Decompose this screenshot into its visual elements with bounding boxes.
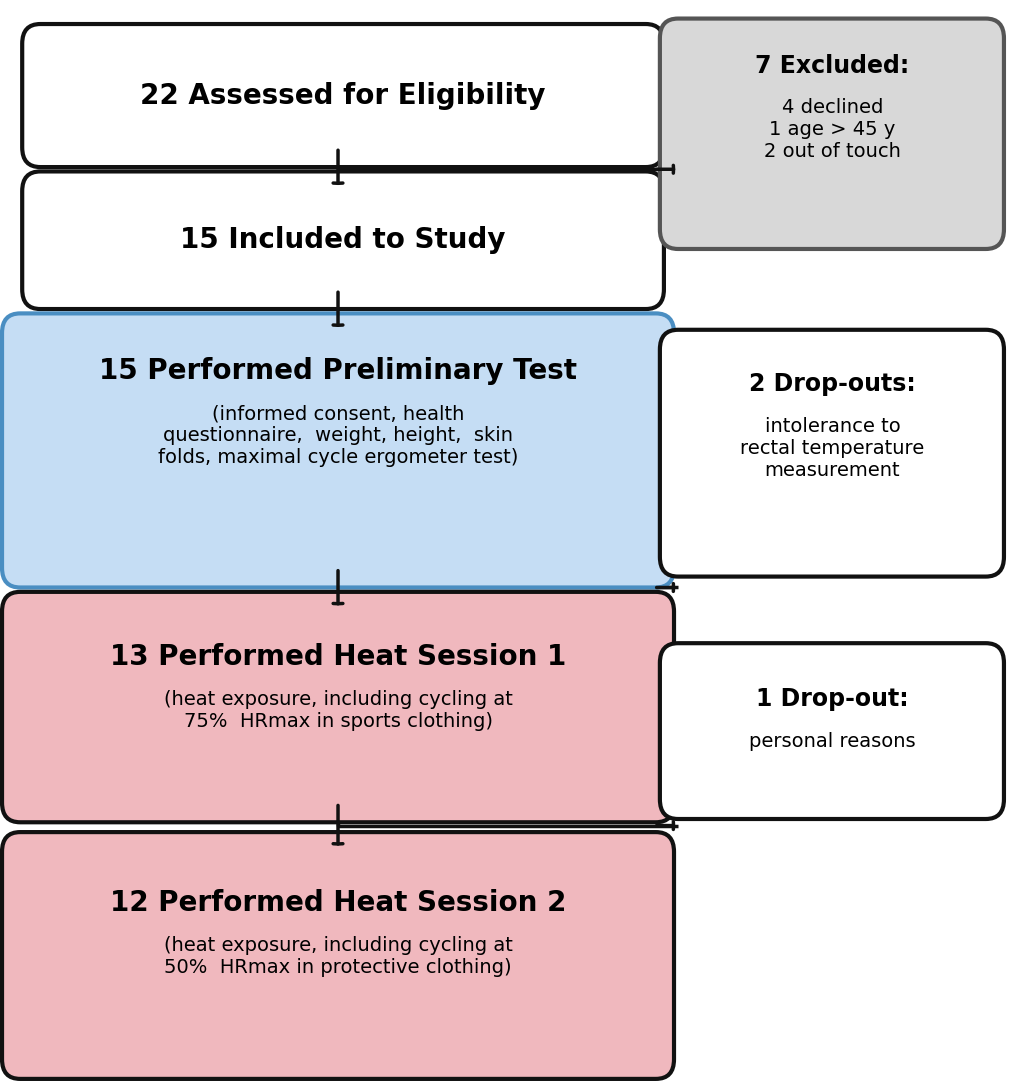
Text: 1 Drop-out:: 1 Drop-out: (756, 687, 909, 711)
Text: (informed consent, health
questionnaire,  weight, height,  skin
folds, maximal c: (informed consent, health questionnaire,… (157, 404, 519, 467)
Text: 15 Performed Preliminary Test: 15 Performed Preliminary Test (99, 357, 577, 385)
FancyBboxPatch shape (660, 643, 1004, 819)
FancyBboxPatch shape (2, 313, 674, 587)
Text: (heat exposure, including cycling at
75%  HRmax in sports clothing): (heat exposure, including cycling at 75%… (163, 690, 513, 732)
Text: personal reasons: personal reasons (749, 732, 916, 750)
FancyBboxPatch shape (22, 171, 664, 309)
FancyBboxPatch shape (660, 330, 1004, 577)
Text: 13 Performed Heat Session 1: 13 Performed Heat Session 1 (110, 643, 566, 672)
FancyBboxPatch shape (22, 24, 664, 167)
Text: (heat exposure, including cycling at
50%  HRmax in protective clothing): (heat exposure, including cycling at 50%… (163, 936, 513, 977)
Text: 15 Included to Study: 15 Included to Study (181, 226, 506, 254)
Text: 22 Assessed for Eligibility: 22 Assessed for Eligibility (140, 82, 546, 110)
FancyBboxPatch shape (2, 592, 674, 822)
Text: 2 Drop-outs:: 2 Drop-outs: (749, 372, 916, 396)
Text: 4 declined
1 age > 45 y
2 out of touch: 4 declined 1 age > 45 y 2 out of touch (764, 98, 901, 162)
Text: 7 Excluded:: 7 Excluded: (756, 54, 909, 78)
Text: intolerance to
rectal temperature
measurement: intolerance to rectal temperature measur… (741, 417, 924, 480)
FancyBboxPatch shape (660, 19, 1004, 249)
FancyBboxPatch shape (2, 832, 674, 1079)
Text: 12 Performed Heat Session 2: 12 Performed Heat Session 2 (110, 889, 566, 917)
